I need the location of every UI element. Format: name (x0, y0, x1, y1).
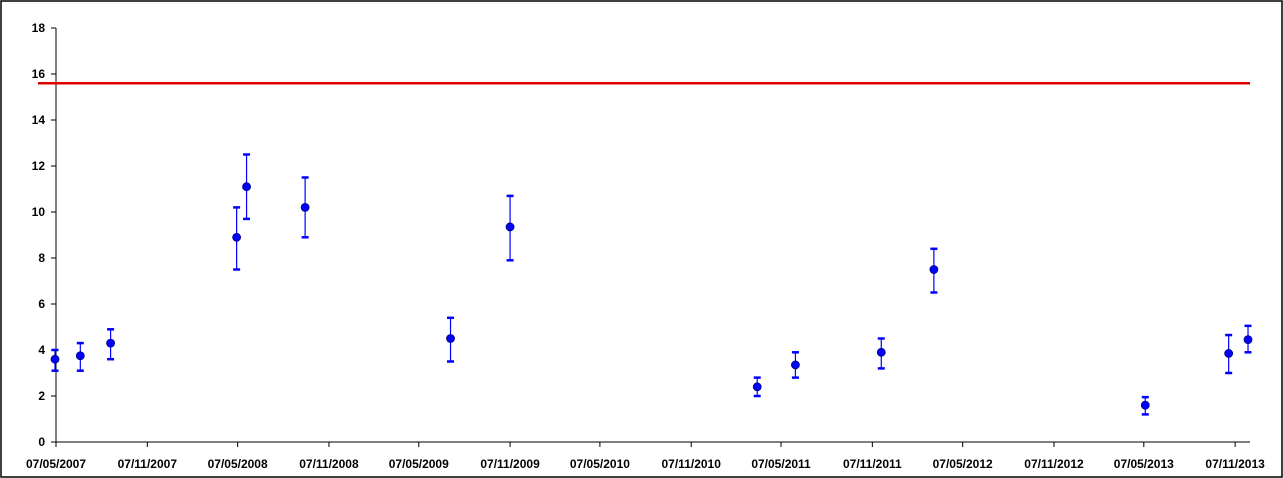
point-marker (505, 222, 515, 232)
y-tick-label: 4 (38, 343, 45, 357)
y-tick-label: 8 (38, 251, 45, 265)
data-point (929, 247, 939, 294)
data-point (1140, 395, 1150, 416)
y-tick-label: 14 (32, 113, 46, 127)
data-point (876, 337, 886, 370)
x-tick-label: 07/05/2010 (570, 457, 630, 471)
data-point (446, 316, 455, 363)
point-marker (1243, 335, 1253, 345)
point-marker (75, 351, 85, 361)
point-marker (242, 182, 251, 192)
point-marker (752, 382, 762, 392)
y-tick-label: 6 (38, 297, 45, 311)
y-tick-label: 18 (32, 21, 46, 35)
data-point (106, 328, 115, 361)
point-marker (876, 347, 886, 357)
point-marker (1140, 400, 1150, 410)
y-tick-label: 2 (38, 389, 45, 403)
x-axis-ticks: 07/05/2007 07/11/2007 07/05/2008 07/11/2008… (26, 442, 1265, 471)
x-tick-label: 07/11/2013 (1205, 457, 1265, 471)
point-marker (791, 360, 800, 370)
x-tick-label: 07/11/2008 (299, 457, 359, 471)
data-point (791, 351, 800, 379)
y-axis-ticks: 0 2 4 6 8 10 12 14 16 18 (32, 21, 56, 449)
x-tick-label: 07/11/2011 (843, 457, 902, 471)
y-tick-label: 16 (32, 67, 46, 81)
x-tick-label: 07/11/2012 (1024, 457, 1084, 471)
x-tick-label: 07/11/2007 (118, 457, 178, 471)
point-marker (929, 265, 939, 274)
point-marker (1224, 349, 1234, 358)
data-point (752, 376, 762, 398)
x-tick-label: 07/05/2009 (389, 457, 449, 471)
x-tick-label: 07/05/2012 (933, 457, 993, 471)
y-tick-label: 0 (38, 435, 45, 449)
point-marker (50, 354, 60, 364)
x-tick-label: 07/05/2011 (751, 457, 811, 471)
point-marker (446, 334, 455, 343)
data-point (1243, 324, 1253, 354)
data-point (1224, 333, 1234, 375)
data-point (242, 153, 251, 221)
x-tick-label: 07/11/2009 (480, 457, 540, 471)
point-marker (106, 338, 115, 348)
x-tick-label: 07/05/2007 (26, 457, 86, 471)
y-tick-label: 10 (32, 205, 46, 219)
x-tick-label: 07/05/2008 (208, 457, 268, 471)
data-point (505, 194, 515, 262)
data-points (50, 153, 1253, 416)
data-point (50, 348, 60, 372)
x-tick-label: 07/11/2010 (662, 457, 722, 471)
data-point (232, 206, 242, 271)
point-marker (232, 232, 242, 242)
point-marker (300, 202, 310, 212)
x-tick-label: 07/05/2013 (1114, 457, 1174, 471)
data-point (300, 176, 310, 239)
data-point (75, 341, 85, 372)
y-tick-label: 12 (32, 159, 46, 173)
